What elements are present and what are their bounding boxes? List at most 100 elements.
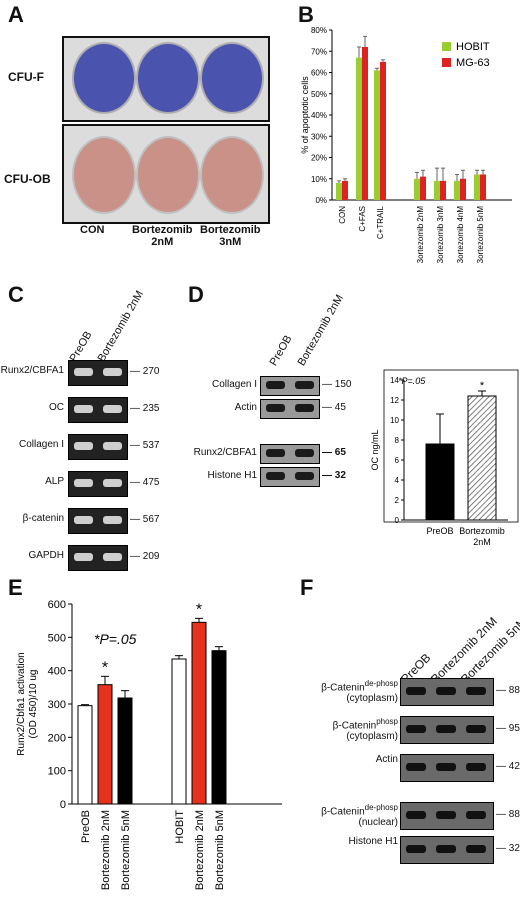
panel-label-e: E xyxy=(8,575,23,600)
x-tick-label: 3ortezomib 2nM xyxy=(416,206,425,264)
band-size: — 45 xyxy=(322,402,346,413)
col-label-con: CON xyxy=(80,224,105,236)
panel-d: PreOB Bortezomib 2nM Collagen I — 150 Acti… xyxy=(190,293,365,530)
band-name: Histone H1 xyxy=(207,470,257,481)
bar xyxy=(97,684,113,805)
blot-row: ALP — 475 xyxy=(0,471,190,497)
band xyxy=(466,811,486,819)
blot-row: Runx2/CBFA1 — 270 xyxy=(0,360,190,386)
band-size: — 32 xyxy=(496,843,520,854)
y-tick-label: 60% xyxy=(311,69,327,78)
band-name: Collagen I xyxy=(18,439,64,450)
bar xyxy=(211,650,227,805)
bar xyxy=(467,395,497,521)
y-tick-label: 70% xyxy=(311,47,327,56)
band-label: Histone H1 xyxy=(208,470,257,481)
plot-frame xyxy=(383,369,519,523)
y-axis-label: (OD 450)/10 ug xyxy=(28,670,39,739)
row-label-cfuf: CFU-F xyxy=(8,70,44,84)
y-tick-label: 6 xyxy=(395,456,400,465)
band-name: β-catenin xyxy=(22,513,64,524)
y-tick-label: 40% xyxy=(311,111,327,120)
bar xyxy=(374,70,380,200)
band xyxy=(103,442,122,450)
band-name: Runx2/CBFA1 xyxy=(193,447,257,458)
band-size: — 270 xyxy=(130,366,160,377)
band xyxy=(103,405,122,413)
band xyxy=(295,381,314,389)
blot-row: β-Cateninde-phosp (cytoplasm) — 88 xyxy=(296,678,520,706)
panel-c: PreOB Bortezomib 2nM Runx2/CBFA1 — 270 OC —… xyxy=(0,289,190,575)
y-tick-label: 20% xyxy=(311,154,327,163)
band-name: β-Catenin xyxy=(321,682,365,694)
band-name: GAPDH xyxy=(28,550,64,561)
bar xyxy=(191,621,207,805)
y-tick-label: 8 xyxy=(395,436,400,445)
y-tick-label: 600 xyxy=(48,599,66,611)
bar xyxy=(480,174,486,200)
blot-row: β-Cateninde-phosp (nuclear) — 88 xyxy=(296,802,520,830)
x-tick-label: PreOB xyxy=(426,526,453,536)
x-tick-label: Bortezomib 5nM xyxy=(214,810,226,890)
band xyxy=(406,763,426,771)
chart-e: 0 100 200 300 400 500 600 Runx2/Cbfa1 activatio… xyxy=(16,599,282,890)
band xyxy=(295,449,314,457)
y-tick-label: 4 xyxy=(395,476,400,485)
bar xyxy=(356,57,362,200)
x-tick-label: HOBIT xyxy=(174,810,186,844)
x-tick-label: 3ortezomib 4nM xyxy=(456,206,465,264)
band xyxy=(266,381,285,389)
band-modifier: de-phosp xyxy=(364,679,398,688)
band-label: Actin xyxy=(235,402,257,413)
band-compartment: (cytoplasm) xyxy=(346,693,398,705)
band xyxy=(74,405,93,413)
x-tick-label: Bortezomib xyxy=(459,526,505,536)
band xyxy=(436,725,456,733)
band-size: — 95 xyxy=(496,723,520,734)
y-tick-label: 400 xyxy=(48,666,66,678)
band xyxy=(266,472,285,480)
band xyxy=(466,763,486,771)
blot-row: β-Cateninphosp (cytoplasm) — 95 xyxy=(296,716,520,744)
bar xyxy=(454,180,460,200)
bar xyxy=(117,697,133,805)
y-axis-label: % of apoptotic cells xyxy=(300,76,310,154)
blot-row: Actin — 42 xyxy=(296,754,520,782)
band-size: — 235 xyxy=(130,403,160,414)
x-tick-label: 3ortezomib 3nM xyxy=(436,206,445,264)
panel-label-c: C xyxy=(8,282,24,307)
bar xyxy=(460,178,466,200)
blot-row: Histone H1 — 32 xyxy=(296,836,520,864)
band-label: Histone H1 xyxy=(349,836,398,847)
well-cfuf xyxy=(136,42,200,114)
bar xyxy=(440,180,446,200)
band-name: Histone H1 xyxy=(348,836,398,847)
y-tick-label: 200 xyxy=(48,732,66,744)
y-axis-label: OC ng/mL xyxy=(370,429,380,470)
header-bortezomib: Bortezomib 2nM xyxy=(295,292,347,368)
band-size: — 88 xyxy=(496,809,520,820)
y-tick-label: 100 xyxy=(48,766,66,778)
band xyxy=(436,763,456,771)
legend-swatch xyxy=(442,58,451,67)
band xyxy=(436,687,456,695)
well-cfuob xyxy=(136,136,200,214)
band-name: Collagen I xyxy=(211,379,257,390)
blot-row: Histone H1 — 32 xyxy=(190,467,365,487)
header-bortezomib: Bortezomib 2nM xyxy=(95,288,147,364)
band-label: β-Cateninde-phosp (cytoplasm) xyxy=(321,678,398,704)
x-tick-label: 3ortezomib 5nM xyxy=(476,206,485,264)
y-tick-label: 0% xyxy=(315,196,327,205)
col-label-bort3: Bortezomib 3nM xyxy=(200,224,261,248)
band xyxy=(466,845,486,853)
band-label: Runx2/CBFA1 xyxy=(1,365,64,376)
header-preob: PreOB xyxy=(67,329,95,364)
band xyxy=(466,687,486,695)
x-tick-label: PreOB xyxy=(80,810,92,843)
panel-label-b: B xyxy=(298,2,314,27)
legend-entry: MG-63 xyxy=(456,57,490,69)
panel-label-d: D xyxy=(188,282,204,307)
band xyxy=(295,404,314,412)
band-name: β-Catenin xyxy=(321,806,365,818)
